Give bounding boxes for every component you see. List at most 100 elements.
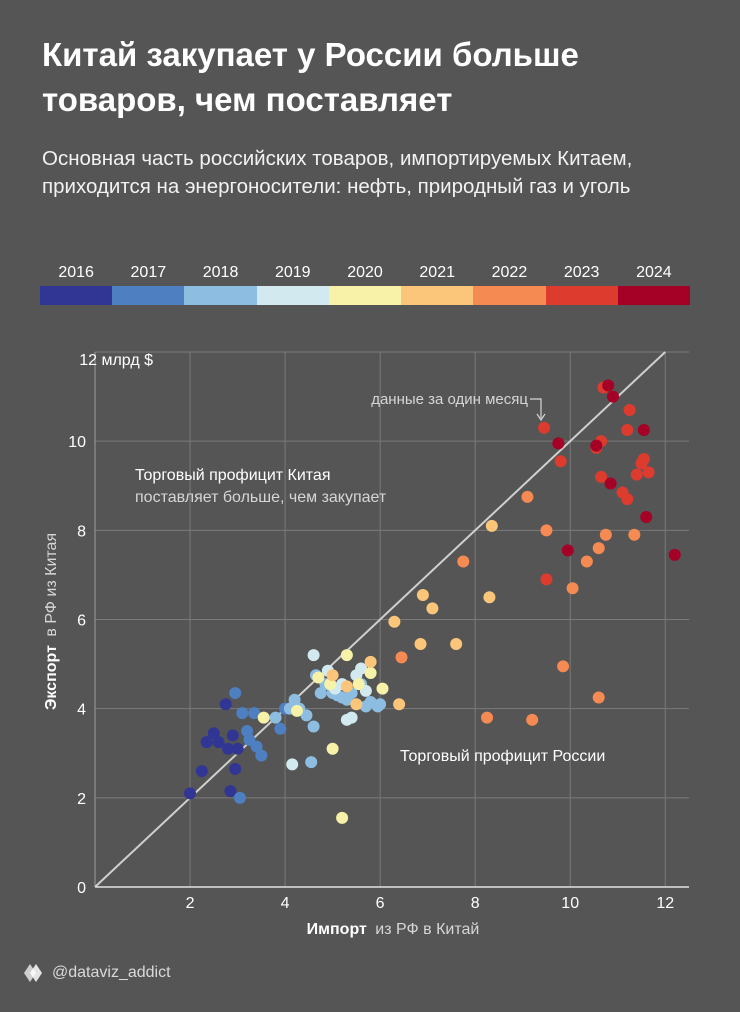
data-point-2024 [640, 510, 653, 523]
legend-item-2017: 2017 [112, 262, 185, 306]
data-point-2022 [526, 713, 539, 726]
data-points [184, 379, 681, 824]
data-point-2018 [314, 687, 327, 700]
data-point-2022 [395, 651, 408, 664]
y-axis-label-rest: в РФ из Китая [43, 533, 60, 637]
data-point-2024 [604, 477, 617, 490]
y-axis-ticks: 0 2 4 6 8 10 [68, 434, 86, 897]
legend-item-2016: 2016 [40, 262, 113, 306]
x-axis-label: Импорт из РФ в Китай [307, 921, 480, 938]
data-point-2019 [355, 662, 368, 675]
data-point-2024 [606, 390, 619, 403]
y-axis-label-bold: Экспорт [43, 645, 60, 710]
data-point-2017 [233, 791, 246, 804]
author-credit: @dataviz_addict [22, 958, 171, 988]
legend-label: 2018 [202, 264, 239, 281]
data-point-2017 [236, 707, 249, 720]
legend-swatch [328, 286, 402, 305]
y-axis-label: Экспорт в РФ из Китая [43, 533, 60, 710]
x-tick-label: 4 [281, 895, 290, 912]
x-tick-label: 8 [471, 895, 480, 912]
x-tick-label: 6 [376, 895, 385, 912]
legend-swatch [184, 286, 257, 305]
data-point-2016 [200, 736, 213, 749]
data-point-2017 [274, 722, 287, 735]
annotation-one-month: данные за один месяц [371, 391, 528, 408]
legend-swatch [401, 286, 474, 305]
legend-label: 2022 [491, 264, 528, 281]
data-point-2017 [229, 687, 242, 700]
data-point-2016 [229, 762, 242, 775]
x-axis-label-bold: Импорт [307, 921, 367, 938]
data-point-2022 [481, 711, 494, 724]
author-handle: @dataviz_addict [52, 964, 171, 981]
y-tick-label: 0 [77, 880, 86, 897]
legend-item-2019: 2019 [256, 262, 329, 306]
data-point-2022 [557, 660, 570, 673]
legend-item-2024: 2024 [617, 262, 690, 306]
data-point-2016 [207, 727, 220, 740]
data-point-2022 [592, 691, 605, 704]
legend-swatch [617, 286, 690, 305]
y-tick-label: 4 [77, 702, 86, 719]
data-point-2022 [457, 555, 470, 568]
data-point-2016 [224, 785, 237, 798]
legend-label: 2019 [274, 264, 311, 281]
legend-label: 2021 [419, 264, 455, 281]
data-point-2021 [485, 519, 498, 532]
legend-label: 2024 [636, 264, 672, 281]
data-point-2021 [350, 698, 363, 711]
data-point-2022 [540, 524, 553, 537]
data-point-2021 [450, 638, 463, 651]
data-point-2023 [554, 455, 567, 468]
x-axis-label-rest: из РФ в Китай [375, 921, 479, 938]
data-point-2024 [602, 379, 615, 392]
data-point-2024 [637, 424, 650, 437]
data-point-2020 [364, 667, 377, 679]
data-point-2022 [521, 490, 534, 503]
legend-label: 2017 [130, 264, 167, 281]
y-tick-label: 2 [77, 791, 86, 808]
data-point-2020 [326, 742, 339, 755]
data-point-2021 [364, 655, 377, 668]
data-point-2020 [352, 678, 365, 691]
data-point-2023 [621, 424, 634, 437]
legend-swatch [112, 286, 185, 305]
data-point-2019 [307, 649, 320, 662]
legend-swatch [545, 286, 618, 305]
data-point-2016 [226, 729, 239, 742]
legend-swatch [256, 286, 329, 305]
chart-subtitle: Основная часть российских товаров, импор… [42, 147, 633, 198]
data-point-2023 [630, 468, 643, 481]
data-point-2021 [483, 591, 496, 604]
data-point-2017 [255, 749, 268, 762]
scatter-chart: 2 4 6 8 10 12 0 2 4 6 8 10 12 млрд $ Торговый проф… [43, 351, 689, 938]
data-point-2022 [580, 555, 593, 568]
legend-item-2018: 2018 [184, 262, 257, 306]
data-point-2018 [307, 720, 320, 733]
data-point-2024 [561, 544, 574, 557]
data-point-2018 [305, 756, 318, 769]
data-point-2021 [340, 680, 353, 693]
data-point-2021 [326, 669, 339, 682]
legend-label: 2016 [58, 264, 94, 281]
data-point-2022 [599, 528, 612, 541]
annotation-arrowhead [536, 413, 546, 422]
annotation-china-surplus-desc: поставляет больше, чем закупает [135, 489, 387, 506]
chart-title: Китай закупает у России больше товаров, … [42, 36, 579, 118]
data-point-2016 [231, 742, 244, 755]
legend-item-2022: 2022 [473, 262, 546, 306]
x-tick-label: 12 [656, 895, 674, 912]
data-point-2020 [257, 711, 270, 724]
x-axis-ticks: 2 4 6 8 10 12 [186, 895, 675, 912]
dataviz-logo-icon [24, 964, 42, 982]
y-tick-label: 10 [68, 434, 86, 451]
x-tick-label: 10 [561, 895, 579, 912]
legend-label: 2023 [563, 264, 600, 281]
data-point-2018 [300, 709, 313, 722]
grid [94, 351, 689, 888]
data-point-2023 [623, 403, 636, 416]
year-legend: 2016 2017 2018 2019 2020 2021 2022 2023 2024 [40, 262, 690, 306]
legend-item-2023: 2023 [545, 262, 618, 306]
data-point-2020 [312, 671, 325, 684]
